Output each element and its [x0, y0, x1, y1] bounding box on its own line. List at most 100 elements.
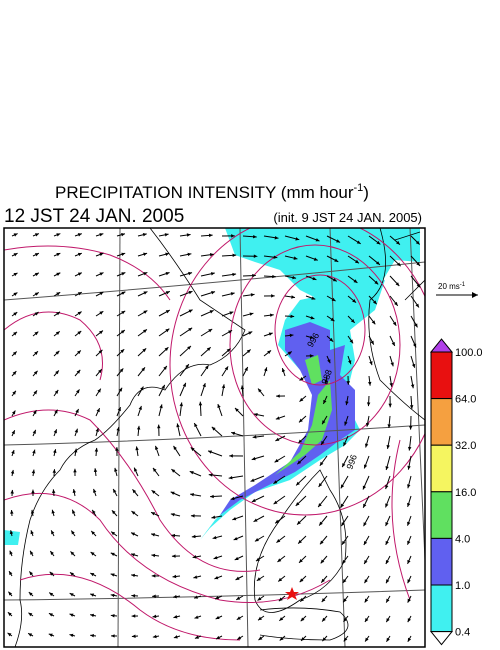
wind-arrowhead — [252, 273, 256, 278]
wind-arrowhead — [211, 291, 216, 295]
map-frame — [3, 227, 426, 648]
colorbar-bin — [430, 444, 453, 493]
wind-arrowhead — [231, 234, 235, 238]
wind-arrowhead — [70, 551, 75, 556]
wind-arrowhead — [55, 331, 60, 335]
precip-cyan — [225, 228, 420, 300]
wind-arrowhead — [193, 575, 198, 579]
wind-arrowhead — [131, 532, 136, 536]
wind-arrowhead — [329, 337, 334, 342]
wind-arrowhead — [363, 503, 367, 508]
wind-arrowhead — [138, 405, 142, 410]
wind-arrowhead — [143, 291, 148, 295]
colorbar-label: 100.0 — [455, 347, 483, 359]
wind-arrowhead — [76, 389, 80, 394]
wind-arrowhead — [389, 382, 393, 387]
wind-arrowhead — [277, 558, 282, 563]
wind-arrowhead — [151, 533, 156, 537]
wind-arrowhead — [340, 503, 345, 508]
wind-arrowhead — [364, 559, 368, 564]
wind-arrowhead — [318, 483, 323, 487]
wind-arrowhead — [235, 576, 240, 580]
reference-text: 20 ms — [438, 282, 460, 291]
wind-arrowhead — [390, 362, 394, 367]
wind-arrowhead — [364, 443, 369, 448]
wind-arrowhead — [152, 634, 157, 639]
wind-arrowhead — [272, 274, 276, 279]
wind-arrowhead — [346, 381, 350, 385]
wind-arrowhead — [187, 252, 192, 257]
wind-arrowhead — [364, 598, 369, 603]
wind-arrowhead — [190, 493, 194, 497]
wind-arrowhead — [221, 384, 226, 389]
wind-arrowhead — [171, 554, 176, 558]
wind-arrowhead — [119, 368, 124, 373]
wind-arrowhead — [274, 458, 279, 463]
wind-arrowhead — [258, 616, 262, 621]
wind-arrowhead — [240, 385, 245, 390]
wind-arrowhead — [69, 572, 74, 576]
wind-arrowhead — [343, 637, 348, 642]
wind-arrowhead — [198, 401, 203, 406]
wind-arrowhead — [355, 259, 359, 264]
wind-arrowhead — [99, 291, 104, 296]
wind-arrowhead — [394, 301, 398, 306]
wind-arrowhead — [53, 449, 57, 454]
wind-arrowhead — [322, 617, 326, 622]
wind-arrowhead — [131, 573, 135, 578]
wind-arrowhead — [91, 530, 95, 535]
wind-arrowhead — [209, 253, 214, 257]
wind-arrowhead — [232, 516, 237, 521]
wind-arrowhead — [171, 533, 176, 538]
wind-arrowhead — [232, 253, 237, 258]
precip-cyan — [200, 280, 385, 540]
wind-arrowhead — [276, 539, 281, 543]
wind-arrowhead — [49, 592, 54, 597]
wind-arrowhead — [407, 446, 412, 451]
wind-arrowhead — [33, 410, 37, 415]
wind-arrowhead — [33, 370, 38, 375]
wind-arrowhead — [226, 348, 231, 353]
wind-arrowhead — [13, 292, 18, 296]
wind-arrowhead — [206, 347, 211, 351]
wind-arrowhead — [143, 329, 147, 333]
wind-arrowhead — [407, 540, 411, 545]
wind-arrowhead — [374, 280, 379, 285]
wind-arrowhead — [230, 292, 235, 296]
wind-arrowhead — [188, 290, 193, 295]
wind-arrowhead — [363, 540, 368, 545]
wind-arrowhead — [56, 253, 61, 257]
wind-arrowhead — [268, 332, 273, 336]
wind-arrowhead — [186, 233, 191, 237]
reference-label: 20 ms-1 — [438, 282, 466, 291]
wind-arrowhead — [271, 294, 275, 298]
wind-arrowhead — [388, 403, 392, 408]
wind-arrowhead — [132, 489, 137, 494]
wind-arrowhead — [299, 377, 304, 381]
wind-arrowhead — [73, 468, 77, 473]
wind-arrowhead — [275, 519, 280, 524]
wind-arrowhead — [190, 514, 195, 518]
wind-arrowhead — [121, 252, 126, 256]
wind-arrowhead — [92, 509, 96, 514]
wind-arrowhead — [90, 613, 95, 618]
wind-arrowhead — [276, 394, 280, 398]
wind-arrowhead — [299, 418, 303, 423]
wind-arrowhead — [332, 278, 337, 282]
wind-arrowhead — [10, 510, 14, 514]
wind-arrowhead — [182, 382, 186, 387]
wind-arrowhead — [364, 579, 368, 584]
wind-arrowhead — [111, 531, 116, 536]
wind-arrowhead — [185, 364, 189, 369]
wind-arrowhead — [250, 293, 255, 297]
wind-arrowhead — [309, 335, 314, 339]
wind-arrowhead — [365, 422, 370, 427]
title-text: PRECIPITATION INTENSITY (mm hour — [55, 183, 354, 202]
wind-arrowhead — [312, 276, 317, 281]
wind-arrowhead — [211, 426, 216, 431]
wind-arrowhead — [173, 594, 177, 599]
wind-arrowhead — [295, 502, 300, 506]
wind-arrowhead — [310, 316, 315, 320]
wind-arrowhead — [256, 577, 261, 581]
wind-arrowhead — [121, 310, 126, 315]
